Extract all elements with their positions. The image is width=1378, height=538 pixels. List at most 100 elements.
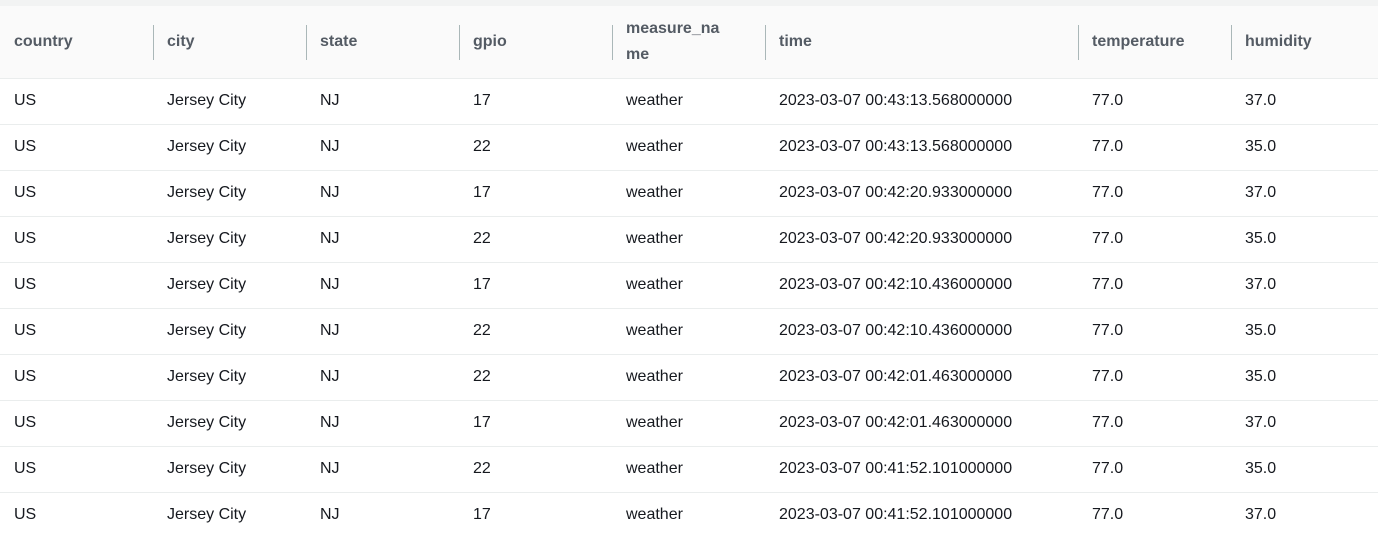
cell-gpio: 22 [459,216,612,263]
column-header-label: measure_na me [626,19,720,63]
cell-city: Jersey City [153,262,306,309]
cell-temperature: 77.0 [1078,170,1231,217]
cell-gpio: 22 [459,124,612,171]
cell-measure-name: weather [612,216,765,263]
cell-state: NJ [306,308,459,355]
cell-measure-name: weather [612,78,765,125]
cell-country: US [0,216,153,263]
cell-measure-name: weather [612,170,765,217]
cell-state: NJ [306,170,459,217]
table-row: US Jersey City NJ 22 weather 2023-03-07 … [0,446,1378,493]
column-header-country[interactable]: country [0,6,153,79]
cell-city: Jersey City [153,492,306,538]
column-divider[interactable] [1231,25,1232,60]
column-divider[interactable] [459,25,460,60]
cell-state: NJ [306,124,459,171]
cell-state: NJ [306,262,459,309]
column-header-gpio[interactable]: gpio [459,6,612,79]
table-row: US Jersey City NJ 22 weather 2023-03-07 … [0,216,1378,263]
cell-temperature: 77.0 [1078,262,1231,309]
table-row: US Jersey City NJ 17 weather 2023-03-07 … [0,170,1378,217]
column-header-state[interactable]: state [306,6,459,79]
cell-city: Jersey City [153,354,306,401]
cell-state: NJ [306,492,459,538]
column-divider[interactable] [765,25,766,60]
table-top-strip [0,0,1378,6]
cell-humidity: 37.0 [1231,170,1378,217]
column-header-label: gpio [473,32,507,50]
table-row: US Jersey City NJ 17 weather 2023-03-07 … [0,492,1378,538]
cell-humidity: 37.0 [1231,492,1378,538]
cell-temperature: 77.0 [1078,492,1231,538]
cell-humidity: 37.0 [1231,262,1378,309]
table-row: US Jersey City NJ 17 weather 2023-03-07 … [0,400,1378,447]
cell-time: 2023-03-07 00:42:10.436000000 [765,308,1078,355]
column-divider[interactable] [1078,25,1079,60]
cell-humidity: 37.0 [1231,400,1378,447]
cell-temperature: 77.0 [1078,216,1231,263]
cell-humidity: 37.0 [1231,78,1378,125]
cell-gpio: 17 [459,262,612,309]
column-header-city[interactable]: city [153,6,306,79]
cell-city: Jersey City [153,170,306,217]
cell-temperature: 77.0 [1078,354,1231,401]
cell-country: US [0,354,153,401]
cell-temperature: 77.0 [1078,124,1231,171]
column-header-time[interactable]: time [765,6,1078,79]
cell-country: US [0,124,153,171]
cell-country: US [0,78,153,125]
cell-state: NJ [306,354,459,401]
column-header-measure-name[interactable]: measure_na me [612,6,765,79]
column-header-label: humidity [1245,32,1312,50]
cell-time: 2023-03-07 00:42:20.933000000 [765,216,1078,263]
cell-gpio: 17 [459,400,612,447]
column-header-label: state [320,32,358,50]
column-divider[interactable] [306,25,307,60]
column-header-humidity[interactable]: humidity [1231,6,1378,79]
cell-time: 2023-03-07 00:42:10.436000000 [765,262,1078,309]
cell-measure-name: weather [612,354,765,401]
cell-country: US [0,262,153,309]
cell-humidity: 35.0 [1231,446,1378,493]
cell-state: NJ [306,446,459,493]
cell-temperature: 77.0 [1078,308,1231,355]
column-header-label: time [779,32,812,50]
table-row: US Jersey City NJ 22 weather 2023-03-07 … [0,124,1378,171]
column-divider[interactable] [153,25,154,60]
cell-state: NJ [306,78,459,125]
column-header-label: country [14,32,73,50]
cell-measure-name: weather [612,400,765,447]
table-row: US Jersey City NJ 17 weather 2023-03-07 … [0,78,1378,125]
cell-gpio: 17 [459,492,612,538]
cell-time: 2023-03-07 00:43:13.568000000 [765,78,1078,125]
column-header-temperature[interactable]: temperature [1078,6,1231,79]
table-row: US Jersey City NJ 22 weather 2023-03-07 … [0,354,1378,401]
cell-city: Jersey City [153,216,306,263]
cell-time: 2023-03-07 00:42:01.463000000 [765,354,1078,401]
cell-gpio: 22 [459,354,612,401]
cell-time: 2023-03-07 00:42:01.463000000 [765,400,1078,447]
cell-temperature: 77.0 [1078,78,1231,125]
table-row: US Jersey City NJ 22 weather 2023-03-07 … [0,308,1378,355]
cell-measure-name: weather [612,124,765,171]
cell-time: 2023-03-07 00:41:52.101000000 [765,492,1078,538]
column-header-label: city [167,32,195,50]
cell-state: NJ [306,216,459,263]
cell-country: US [0,400,153,447]
cell-country: US [0,446,153,493]
column-divider[interactable] [612,25,613,60]
cell-time: 2023-03-07 00:43:13.568000000 [765,124,1078,171]
cell-time: 2023-03-07 00:41:52.101000000 [765,446,1078,493]
cell-city: Jersey City [153,124,306,171]
cell-city: Jersey City [153,400,306,447]
cell-humidity: 35.0 [1231,216,1378,263]
cell-city: Jersey City [153,446,306,493]
cell-time: 2023-03-07 00:42:20.933000000 [765,170,1078,217]
cell-gpio: 22 [459,446,612,493]
cell-state: NJ [306,400,459,447]
cell-humidity: 35.0 [1231,354,1378,401]
column-header-label: temperature [1092,32,1185,50]
cell-city: Jersey City [153,78,306,125]
cell-country: US [0,308,153,355]
